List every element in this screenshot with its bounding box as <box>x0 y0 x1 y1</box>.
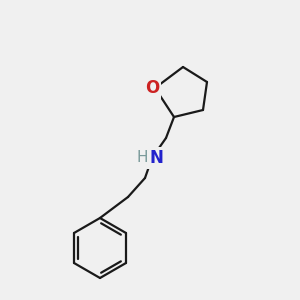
Text: H: H <box>136 149 148 164</box>
Text: N: N <box>149 149 163 167</box>
Text: O: O <box>145 79 159 97</box>
